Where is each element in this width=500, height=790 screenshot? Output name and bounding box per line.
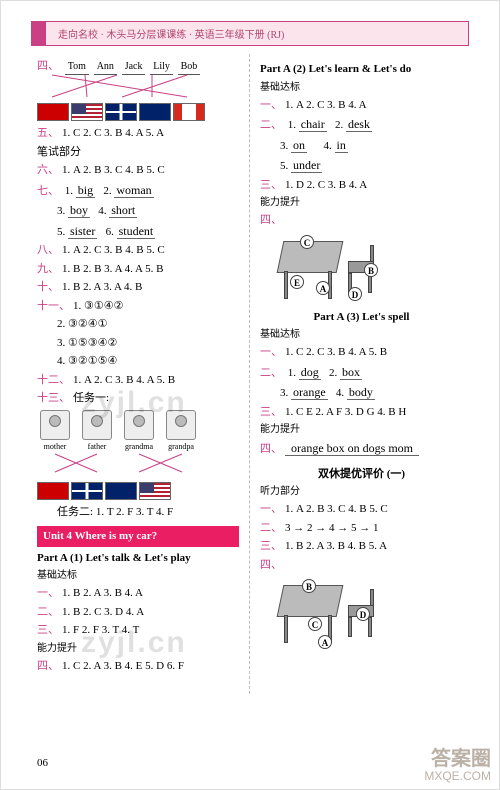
bubble-b: B	[302, 579, 316, 593]
bubble-e: E	[290, 275, 304, 289]
person-icon	[40, 410, 70, 440]
flag-row-2	[37, 482, 239, 500]
page: 走向名校 · 木头马分层课课练 · 英语三年级下册 (RJ) 四、 Tom An…	[0, 0, 500, 790]
flag-uk-icon	[71, 482, 103, 500]
table-leg-icon	[284, 615, 288, 643]
q9: 九、1. B 2. B 3. A 4. A 5. B	[37, 261, 239, 278]
person-icon	[82, 410, 112, 440]
ability-heading: 能力提升	[37, 641, 239, 656]
weekend-title: 双休提优评价 (一)	[260, 466, 463, 483]
left-column: 四、 Tom Ann Jack Lily Bob	[31, 54, 250, 694]
q10: 十、1. B 2. A 3. A 4. B	[37, 279, 239, 296]
people-row: mother father grandma grandpa	[37, 410, 239, 453]
bubble-d: D	[356, 607, 370, 621]
flag-china-icon	[37, 103, 69, 121]
q7: 七、 1. big 2. woman	[37, 181, 239, 200]
bubble-b: B	[364, 263, 378, 277]
person-grandma: grandma	[121, 410, 157, 453]
part-a2-title: Part A (2) Let's learn & Let's do	[260, 61, 463, 78]
watermark-corner: 答案圈 MXQE.COM	[424, 748, 491, 783]
name-row: Tom Ann Jack Lily Bob	[65, 60, 203, 72]
chair-leg-icon	[348, 617, 352, 637]
matching-lines-icon	[37, 77, 239, 99]
flag-uk-icon	[105, 103, 137, 121]
person-mother: mother	[37, 410, 73, 453]
content-columns: 四、 Tom Ann Jack Lily Bob	[31, 54, 469, 694]
matching-lines-icon	[37, 456, 239, 478]
table-leg-icon	[284, 271, 288, 299]
part-a3-title: Part A (3) Let's spell	[260, 309, 463, 326]
header-bar: 走向名校 · 木头马分层课课练 · 英语三年级下册 (RJ)	[31, 21, 469, 46]
flag-australia-icon	[139, 103, 171, 121]
flag-china-icon	[37, 482, 69, 500]
written-heading: 笔试部分	[37, 144, 239, 161]
person-father: father	[79, 410, 115, 453]
q6: 六、1. A 2. B 3. C 4. B 5. C	[37, 162, 239, 179]
bubble-c: C	[300, 235, 314, 249]
person-icon	[124, 410, 154, 440]
flag-canada-icon	[173, 103, 205, 121]
unit4-band: Unit 4 Where is my car?	[37, 526, 239, 547]
q5: 五、1. C 2. C 3. B 4. A 5. A	[37, 125, 239, 142]
bubble-c: C	[308, 617, 322, 631]
q11: 十一、1. ③①④②	[37, 298, 239, 315]
basic-heading: 基础达标	[37, 568, 239, 583]
flag-row	[37, 103, 239, 121]
flag-australia-icon	[105, 482, 137, 500]
header-text: 走向名校 · 木头马分层课课练 · 英语三年级下册 (RJ)	[58, 30, 284, 41]
furniture-diagram-2: B C A D	[280, 577, 390, 649]
task2: 任务二: 1. T 2. F 3. T 4. F	[37, 504, 239, 521]
flag-usa-icon	[139, 482, 171, 500]
bubble-a: A	[316, 281, 330, 295]
furniture-diagram: C E A B D	[280, 233, 390, 305]
q12: 十二、1. A 2. C 3. B 4. A 5. B	[37, 372, 239, 389]
chair-leg-icon	[368, 617, 372, 637]
person-icon	[166, 410, 196, 440]
q13: 十三、任务一:	[37, 390, 239, 407]
right-column: Part A (2) Let's learn & Let's do 基础达标 一…	[250, 54, 469, 694]
q8: 八、1. A 2. C 3. B 4. B 5. C	[37, 242, 239, 259]
page-number: 06	[37, 757, 48, 769]
flag-usa-icon	[71, 103, 103, 121]
bubble-a: A	[318, 635, 332, 649]
person-grandpa: grandpa	[163, 410, 199, 453]
bubble-d: D	[348, 287, 362, 301]
part-a1-title: Part A (1) Let's talk & Let's play	[37, 550, 239, 567]
